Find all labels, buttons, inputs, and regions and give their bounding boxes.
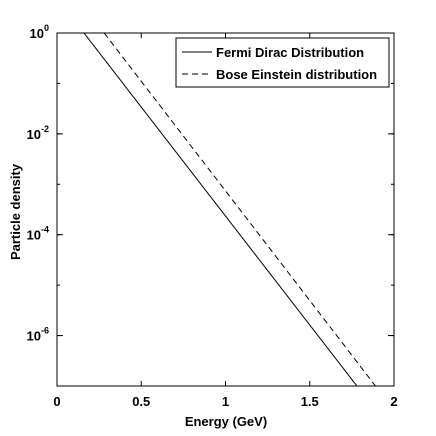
x-tick-label: 0.5 — [132, 394, 150, 409]
legend: Fermi Dirac Distribution Bose Einstein di… — [175, 37, 390, 88]
x-tick-label: 0 — [53, 394, 60, 409]
x-axis: 0 0.5 1 1.5 2 — [53, 33, 398, 409]
legend-box — [175, 37, 390, 88]
y-tick-label: 10-2 — [27, 124, 49, 142]
y-tick-label: 100 — [30, 23, 49, 41]
y-axis-label: Particle density — [8, 163, 23, 260]
legend-label-1: Fermi Dirac Distribution — [216, 45, 364, 60]
x-tick-label: 2 — [390, 394, 397, 409]
y-axis: 100 10-2 10-4 10-6 — [27, 23, 394, 387]
series-layer — [83, 33, 376, 386]
legend-label-2: Bose Einstein distribution — [216, 67, 377, 82]
y-tick-label: 10-4 — [27, 225, 49, 243]
y-tick-label: 10-6 — [27, 326, 49, 344]
series-line-1 — [83, 33, 358, 386]
x-axis-label: Energy (GeV) — [185, 414, 267, 429]
x-tick-label: 1 — [222, 394, 229, 409]
x-tick-label: 1.5 — [301, 394, 319, 409]
series-line-2 — [103, 33, 376, 386]
